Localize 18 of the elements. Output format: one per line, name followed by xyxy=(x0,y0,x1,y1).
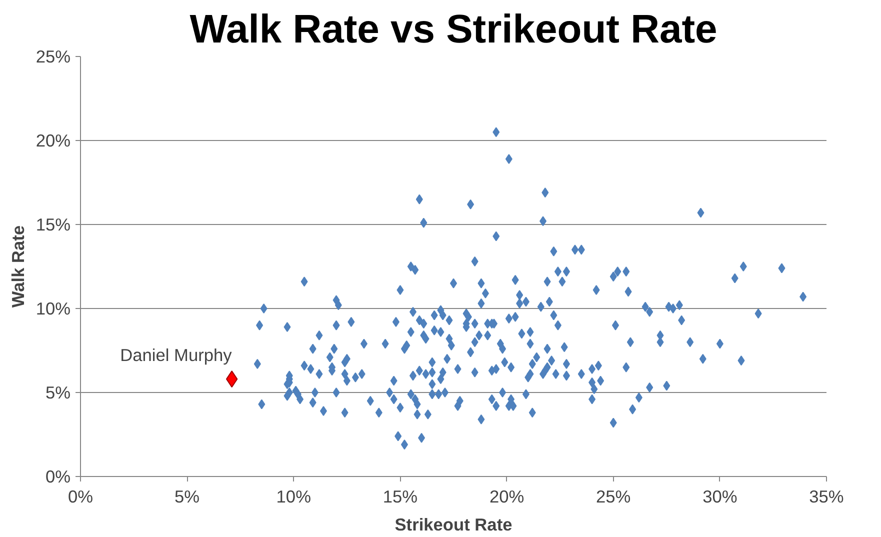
chart-title: Walk Rate vs Strikeout Rate xyxy=(190,8,718,52)
y-tick-label: 25% xyxy=(36,46,71,66)
x-tick-label: 10% xyxy=(276,486,311,506)
x-tick-label: 25% xyxy=(596,486,631,506)
y-tick-label: 10% xyxy=(36,298,71,318)
y-axis-title: Walk Rate xyxy=(8,225,28,308)
x-tick-label: 0% xyxy=(68,486,94,506)
y-tick-label: 20% xyxy=(36,130,71,150)
series-label: Daniel Murphy xyxy=(120,345,232,366)
x-tick-label: 30% xyxy=(702,486,738,506)
x-tick-label: 15% xyxy=(382,486,418,506)
y-tick-label: 15% xyxy=(36,214,71,234)
x-tick-label: 5% xyxy=(174,486,200,506)
y-tick-label: 5% xyxy=(45,382,70,402)
x-tick-label: 20% xyxy=(489,486,524,506)
x-axis-title: Strikeout Rate xyxy=(394,514,513,534)
x-tick-label: 35% xyxy=(809,486,844,506)
y-tick-label: 0% xyxy=(45,466,70,486)
